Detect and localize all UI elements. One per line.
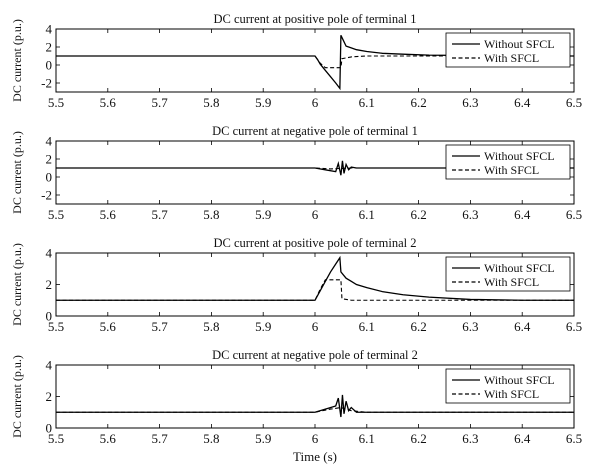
x-tick-label: 6.4 [514, 95, 531, 110]
x-tick-label: 5.5 [48, 95, 64, 110]
y-tick-label: 4 [46, 134, 53, 149]
x-tick-label: 5.8 [203, 95, 219, 110]
x-tick-label: 6.5 [566, 319, 582, 334]
y-tick-label: 2 [46, 40, 53, 55]
subplot-4: DC current at negative pole of terminal … [10, 348, 582, 446]
series-line-without-sfcl [56, 255, 574, 301]
x-tick-label: 6.1 [359, 95, 375, 110]
y-tick-label: -2 [41, 188, 52, 203]
subplot-2: DC current at negative pole of terminal … [10, 124, 582, 222]
x-tick-label: 6 [312, 207, 319, 222]
y-axis-label: DC current (p.u.) [10, 131, 24, 214]
legend-entry: Without SFCL [484, 149, 555, 163]
series-line-with-sfcl [56, 55, 574, 69]
x-tick-label: 6.1 [359, 207, 375, 222]
x-tick-label: 6.3 [462, 319, 478, 334]
y-axis-label: DC current (p.u.) [10, 355, 24, 438]
x-tick-label: 5.7 [151, 431, 168, 446]
subplot-1: DC current at positive pole of terminal … [10, 12, 582, 110]
y-tick-label: 2 [46, 152, 53, 167]
x-tick-label: 6.3 [462, 431, 478, 446]
subplot-title: DC current at positive pole of terminal … [213, 12, 416, 26]
x-tick-label: 5.9 [255, 431, 271, 446]
x-tick-label: 5.8 [203, 319, 219, 334]
x-tick-label: 6.2 [410, 95, 426, 110]
x-tick-label: 5.7 [151, 95, 168, 110]
x-tick-label: 5.6 [100, 319, 117, 334]
y-tick-label: 4 [46, 358, 53, 373]
x-tick-label: 5.5 [48, 207, 64, 222]
legend-box [445, 144, 571, 180]
legend-entry: Without SFCL [484, 261, 555, 275]
legend-box [445, 32, 571, 68]
legend-entry: With SFCL [484, 51, 539, 65]
x-tick-label: 5.7 [151, 207, 168, 222]
x-tick-label: 6 [312, 431, 319, 446]
legend-entry: With SFCL [484, 163, 539, 177]
y-tick-label: -2 [41, 76, 52, 91]
x-tick-label: 6.5 [566, 207, 582, 222]
legend-box [445, 368, 571, 404]
x-tick-label: 6.4 [514, 319, 531, 334]
x-tick-label: 6.4 [514, 431, 531, 446]
x-tick-label: 5.7 [151, 319, 168, 334]
x-tick-label: 6.1 [359, 431, 375, 446]
x-tick-label: 5.5 [48, 431, 64, 446]
y-tick-label: 0 [46, 58, 53, 73]
legend-entry: Without SFCL [484, 37, 555, 51]
x-tick-label: 6.2 [410, 207, 426, 222]
x-tick-label: 5.6 [100, 95, 117, 110]
x-tick-label: 5.6 [100, 207, 117, 222]
x-tick-label: 5.8 [203, 431, 219, 446]
x-tick-label: 5.6 [100, 431, 117, 446]
subplot-3: DC current at positive pole of terminal … [10, 236, 582, 334]
subplot-title: DC current at negative pole of terminal … [212, 348, 418, 362]
y-tick-label: 2 [46, 277, 53, 292]
legend-entry: With SFCL [484, 275, 539, 289]
x-tick-label: 6 [312, 319, 319, 334]
y-tick-label: 4 [46, 246, 53, 261]
legend-box [445, 256, 571, 292]
x-tick-label: 5.9 [255, 207, 271, 222]
x-tick-label: 6.2 [410, 431, 426, 446]
x-tick-label: 6.5 [566, 95, 582, 110]
x-tick-label: 6.3 [462, 207, 478, 222]
x-tick-label: 5.9 [255, 319, 271, 334]
x-tick-label: 6.1 [359, 319, 375, 334]
y-tick-label: 0 [46, 309, 53, 324]
series-line-with-sfcl [56, 279, 574, 301]
x-axis-label: Time (s) [293, 449, 337, 464]
y-tick-label: 0 [46, 170, 53, 185]
series-line-with-sfcl [56, 406, 574, 413]
x-tick-label: 5.5 [48, 319, 64, 334]
x-tick-label: 5.8 [203, 207, 219, 222]
x-tick-label: 6 [312, 95, 319, 110]
legend-entry: With SFCL [484, 387, 539, 401]
x-tick-label: 6.4 [514, 207, 531, 222]
x-tick-label: 6.2 [410, 319, 426, 334]
subplot-title: DC current at positive pole of terminal … [213, 236, 416, 250]
subplot-title: DC current at negative pole of terminal … [212, 124, 418, 138]
legend-entry: Without SFCL [484, 373, 555, 387]
y-tick-label: 4 [46, 22, 53, 37]
series-line-without-sfcl [56, 35, 574, 91]
y-axis-label: DC current (p.u.) [10, 19, 24, 102]
x-tick-label: 5.9 [255, 95, 271, 110]
y-axis-label: DC current (p.u.) [10, 243, 24, 326]
y-tick-label: 2 [46, 389, 53, 404]
y-tick-label: 0 [46, 421, 53, 436]
x-tick-label: 6.5 [566, 431, 582, 446]
x-tick-label: 6.3 [462, 95, 478, 110]
